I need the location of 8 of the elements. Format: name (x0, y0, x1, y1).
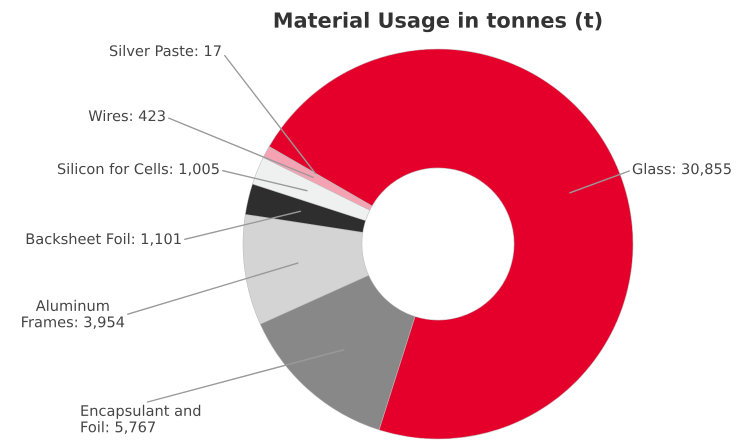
slice-label: Encapsulant and Foil: 5,767 (81, 404, 200, 434)
slice-label: Aluminum Frames: 3,954 (22, 300, 124, 329)
slice-label: Backsheet Foil: 1,101 (26, 232, 181, 246)
slice-label: Silver Paste: 17 (110, 44, 221, 56)
slice-label: Silicon for Cells: 1,005 (58, 162, 219, 176)
chart-title: Material Usage in tonnes (t) (274, 12, 602, 32)
slice-label: Wires: 423 (88, 110, 165, 122)
slice-label: Glass: 30,855 (632, 162, 731, 176)
